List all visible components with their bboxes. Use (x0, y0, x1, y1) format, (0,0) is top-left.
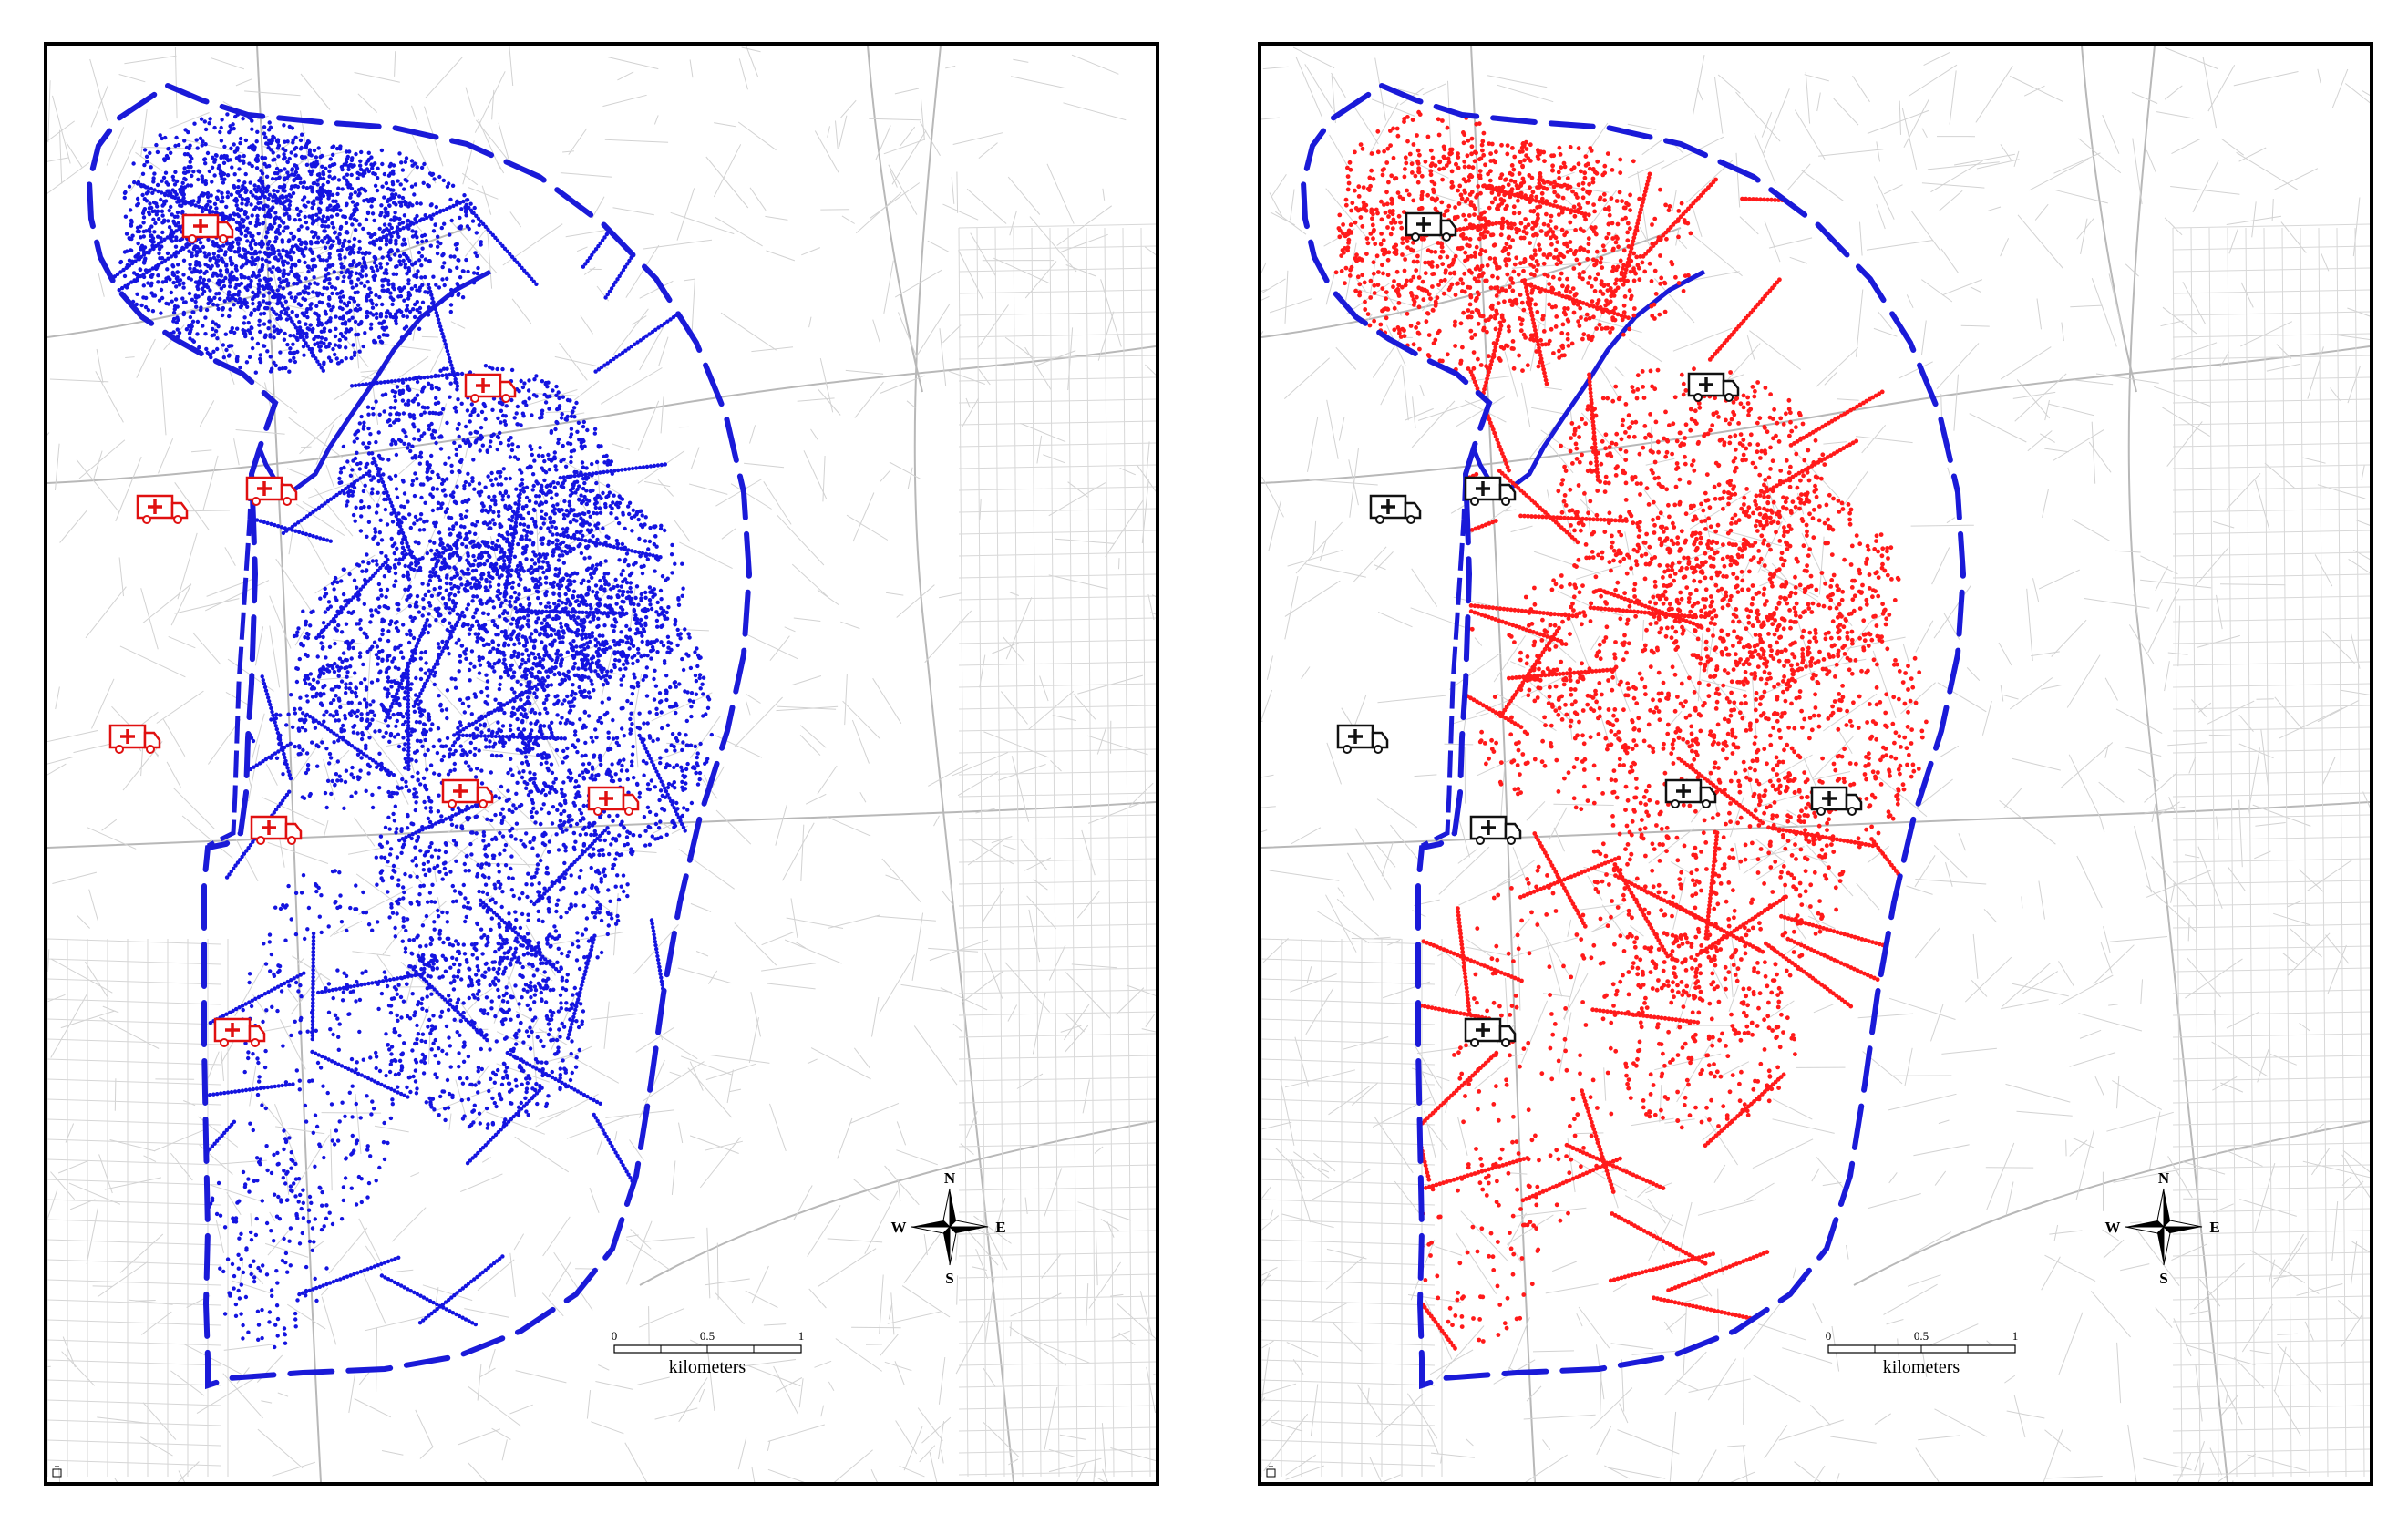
ambulance-icon (136, 494, 189, 524)
scale-tick-half: 0.5 (1914, 1329, 1929, 1343)
map-panel-right: N S E W 0 0.5 1 kilometers (1258, 42, 2373, 1486)
compass-west: W (2105, 1219, 2121, 1236)
map-canvas-left: N S E W 0 0.5 1 kilometers (47, 46, 1156, 1482)
service-area-boundary (1300, 83, 1967, 1390)
ambulance-icon (213, 1017, 266, 1047)
ambulance-icon (250, 815, 303, 845)
compass-rose: N S E W (891, 1169, 1006, 1287)
compass-east: E (2209, 1219, 2219, 1236)
ambulance-icon (464, 373, 517, 403)
scale-tick-0: 0 (1826, 1329, 1832, 1343)
ambulance-icon (1336, 724, 1389, 754)
ambulance-icon (1810, 786, 1863, 816)
ambulance-icon (108, 724, 161, 754)
ambulance-icon (1464, 1017, 1517, 1047)
ambulance-icon (1369, 494, 1422, 524)
compass-north: N (2158, 1169, 2170, 1187)
fire-hydrant-icon (1266, 1466, 1276, 1478)
compass-rose: N S E W (2105, 1169, 2220, 1287)
compass-west: W (891, 1219, 907, 1236)
ambulance-icon (1405, 211, 1457, 242)
compass-south: S (2159, 1270, 2167, 1287)
ambulance-icon (441, 778, 494, 808)
scale-tick-0: 0 (612, 1329, 618, 1343)
incident-points (1333, 109, 1929, 1351)
ambulance-icon (181, 213, 234, 243)
scale-unit-label: kilometers (669, 1357, 746, 1377)
scale-tick-half: 0.5 (700, 1329, 715, 1343)
scale-bar: 0 0.5 1 kilometers (612, 1329, 805, 1377)
ambulance-icon (1687, 372, 1740, 402)
scale-unit-label: kilometers (1883, 1357, 1960, 1377)
ambulance-icon (587, 786, 640, 816)
service-area-divider (1420, 269, 1706, 849)
scale-tick-1: 1 (798, 1329, 805, 1343)
compass-south: S (945, 1270, 953, 1287)
street-network (1261, 46, 2370, 1482)
compass-east: E (995, 1219, 1005, 1236)
fire-hydrant-icon (52, 1466, 62, 1478)
service-area-boundary (86, 83, 753, 1390)
map-panel-left: N S E W 0 0.5 1 kilometers (44, 42, 1159, 1486)
scale-bar: 0 0.5 1 kilometers (1826, 1329, 2019, 1377)
compass-north: N (944, 1169, 956, 1187)
incident-points (109, 110, 714, 1350)
map-canvas-right: N S E W 0 0.5 1 kilometers (1261, 46, 2370, 1482)
ambulance-stations (108, 213, 640, 1047)
ambulance-icon (1664, 778, 1717, 808)
street-network (47, 46, 1156, 1482)
ambulance-icon (1469, 815, 1522, 845)
ambulance-icon (245, 476, 298, 506)
scale-tick-1: 1 (2012, 1329, 2019, 1343)
ambulance-stations (1336, 211, 1863, 1047)
ambulance-icon (1464, 476, 1517, 506)
